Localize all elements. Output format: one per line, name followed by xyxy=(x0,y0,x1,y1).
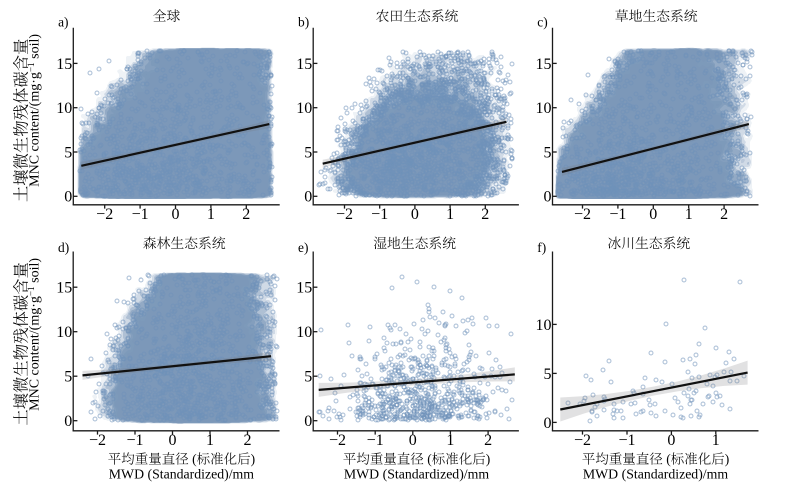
svg-text:b): b) xyxy=(298,14,309,29)
svg-text:f): f) xyxy=(537,240,546,255)
svg-text:MNC content/(mg·g−1 soil): MNC content/(mg·g−1 soil) xyxy=(26,258,43,411)
svg-text:1: 1 xyxy=(207,206,215,223)
svg-text:MWD (Standardized)/mm: MWD (Standardized)/mm xyxy=(109,467,254,483)
svg-text:−2: −2 xyxy=(336,206,353,223)
svg-text:5: 5 xyxy=(544,366,552,383)
svg-text:2: 2 xyxy=(244,432,252,449)
svg-text:MWD (Standardized)/mm: MWD (Standardized)/mm xyxy=(344,467,489,483)
svg-text:1: 1 xyxy=(446,206,454,223)
svg-text:10: 10 xyxy=(536,100,552,117)
svg-text:15: 15 xyxy=(296,56,312,73)
svg-text:−1: −1 xyxy=(618,432,635,449)
svg-text:(: ( xyxy=(192,452,197,467)
svg-text:): ) xyxy=(486,452,491,467)
svg-text:(: ( xyxy=(427,452,432,467)
svg-text:2: 2 xyxy=(242,206,250,223)
svg-text:e): e) xyxy=(298,240,308,255)
svg-text:−1: −1 xyxy=(126,432,143,449)
svg-text:5: 5 xyxy=(304,369,312,386)
svg-text:5: 5 xyxy=(544,144,552,161)
svg-text:1: 1 xyxy=(446,432,454,449)
svg-text:5: 5 xyxy=(64,144,72,161)
svg-text:10: 10 xyxy=(56,100,72,117)
svg-text:−1: −1 xyxy=(609,206,626,223)
svg-text:2: 2 xyxy=(481,206,489,223)
svg-text:1: 1 xyxy=(712,432,720,449)
svg-text:15: 15 xyxy=(56,280,72,297)
svg-text:−2: −2 xyxy=(574,432,591,449)
svg-text:0: 0 xyxy=(544,189,552,206)
svg-text:−2: −2 xyxy=(574,206,591,223)
svg-text:MWD (Standardized)/mm: MWD (Standardized)/mm xyxy=(583,467,728,483)
svg-text:d): d) xyxy=(58,240,69,255)
svg-text:0: 0 xyxy=(172,206,180,223)
svg-text:−2: −2 xyxy=(329,432,346,449)
svg-text:): ) xyxy=(251,452,256,467)
svg-text:0: 0 xyxy=(64,189,72,206)
svg-text:a): a) xyxy=(58,14,68,29)
svg-text:c): c) xyxy=(537,14,547,29)
svg-text:2: 2 xyxy=(720,206,728,223)
svg-text:0: 0 xyxy=(409,432,417,449)
svg-text:0: 0 xyxy=(411,206,419,223)
svg-text:0: 0 xyxy=(169,432,177,449)
svg-text:1: 1 xyxy=(685,206,693,223)
svg-text:−1: −1 xyxy=(367,432,384,449)
svg-text:): ) xyxy=(725,452,730,467)
svg-text:15: 15 xyxy=(56,56,72,73)
svg-text:15: 15 xyxy=(536,56,552,73)
svg-text:1: 1 xyxy=(206,432,214,449)
svg-text:−2: −2 xyxy=(96,206,113,223)
svg-text:0: 0 xyxy=(64,413,72,430)
svg-text:5: 5 xyxy=(64,369,72,386)
svg-text:0: 0 xyxy=(304,189,312,206)
svg-text:−2: −2 xyxy=(89,432,106,449)
svg-text:0: 0 xyxy=(304,413,312,430)
svg-text:−1: −1 xyxy=(371,206,388,223)
svg-text:(: ( xyxy=(666,452,671,467)
svg-text:15: 15 xyxy=(296,280,312,297)
svg-text:0: 0 xyxy=(667,432,675,449)
svg-text:−1: −1 xyxy=(132,206,149,223)
svg-text:0: 0 xyxy=(649,206,657,223)
svg-text:10: 10 xyxy=(296,324,312,341)
svg-text:10: 10 xyxy=(536,317,552,334)
svg-text:10: 10 xyxy=(56,324,72,341)
svg-text:2: 2 xyxy=(484,432,492,449)
svg-text:10: 10 xyxy=(296,100,312,117)
svg-text:MNC content/(mg·g−1 soil): MNC content/(mg·g−1 soil) xyxy=(26,34,43,187)
svg-text:0: 0 xyxy=(544,415,552,432)
svg-text:5: 5 xyxy=(304,144,312,161)
